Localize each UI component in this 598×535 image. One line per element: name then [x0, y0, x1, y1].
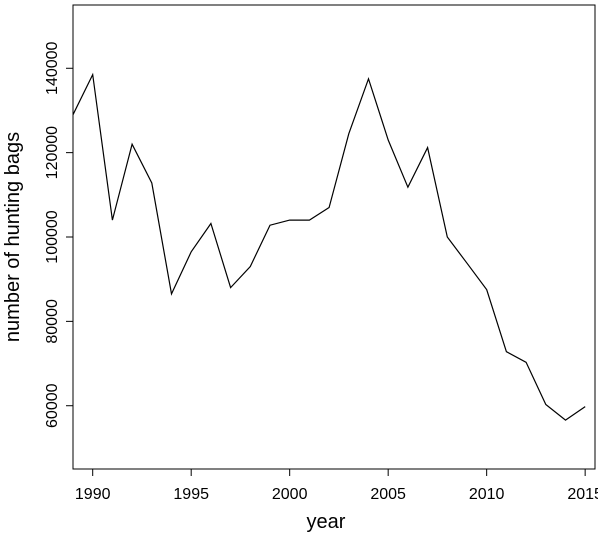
y-tick-label: 100000 [44, 210, 61, 263]
plot-frame [72, 4, 596, 470]
y-axis-title: number of hunting bags [2, 132, 24, 342]
x-axis-title: year [307, 511, 346, 533]
y-tick-label: 60000 [44, 383, 61, 428]
x-tick-label: 2000 [272, 486, 308, 503]
x-tick-label: 2015 [567, 486, 598, 503]
x-tick-label: 2005 [370, 486, 406, 503]
x-tick-label: 2010 [469, 486, 505, 503]
x-axis-ticks: 1990 1995 2000 2005 2010 2015 [75, 469, 598, 503]
y-tick-label: 80000 [44, 299, 61, 344]
data-series-line [72, 72, 586, 421]
y-tick-label: 140000 [44, 41, 61, 94]
x-tick-label: 1990 [75, 486, 111, 503]
x-tick-label: 1995 [173, 486, 209, 503]
y-axis-ticks: 60000 80000 100000 120000 140000 [44, 41, 73, 428]
y-tick-label: 120000 [44, 126, 61, 179]
